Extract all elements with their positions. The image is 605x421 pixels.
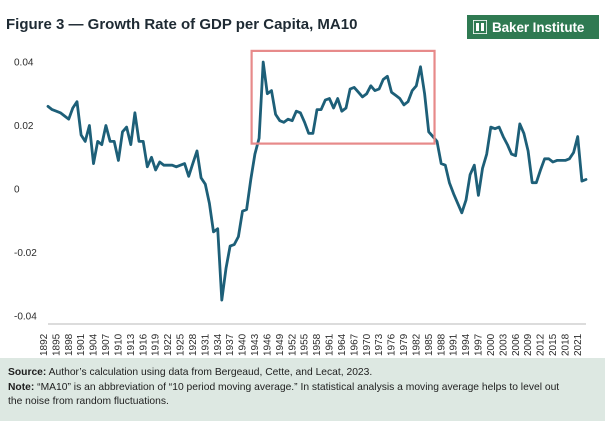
source-line: Source: Author’s calculation using data …	[8, 366, 597, 381]
x-tick-label: 1931	[200, 333, 211, 356]
x-tick-label: 1940	[238, 333, 249, 356]
x-tick-label: 1943	[250, 333, 261, 356]
x-tick-label: 2003	[498, 333, 509, 356]
x-tick-label: 1985	[424, 333, 435, 356]
y-tick-label: 0	[14, 185, 20, 196]
x-tick-label: 1916	[138, 333, 149, 356]
x-tick-label: 1913	[126, 333, 137, 356]
x-tick-label: 1961	[325, 333, 336, 356]
line-chart: 0.04 0.02 0 -0.02 -0.04 1892 1895 1898 1901 1904…	[14, 49, 588, 356]
x-tick-label: 1970	[362, 333, 373, 356]
source-text: Author’s calculation using data from Ber…	[46, 367, 373, 378]
x-tick-label: 1895	[51, 333, 62, 356]
chart-title: Figure 3 — Growth Rate of GDP per Capita…	[6, 16, 358, 33]
x-tick-label: 1919	[151, 333, 162, 356]
x-tick-label: 1910	[113, 333, 124, 356]
y-axis: 0.04 0.02 0 -0.02 -0.04	[14, 58, 37, 323]
x-tick-label: 2012	[536, 333, 547, 356]
note-text-line-2: the noise from random fluctuations.	[8, 396, 169, 407]
x-tick-label: 2018	[560, 333, 571, 356]
x-tick-label: 1958	[312, 333, 323, 356]
logo-text: Baker Institute	[492, 19, 585, 35]
x-tick-label: 1934	[213, 333, 224, 356]
y-tick-label: -0.04	[14, 312, 37, 323]
x-tick-label: 1964	[337, 333, 348, 356]
x-tick-label: 1997	[474, 333, 485, 356]
x-tick-label: 1967	[349, 333, 360, 356]
x-tick-label: 1892	[39, 333, 50, 356]
y-tick-label: 0.04	[14, 58, 34, 69]
x-tick-label: 2021	[573, 333, 584, 356]
x-tick-label: 1994	[461, 333, 472, 356]
highlight-box	[250, 49, 436, 145]
x-tick-label: 1991	[449, 333, 460, 356]
y-tick-label: -0.02	[14, 248, 37, 259]
x-tick-label: 1898	[64, 333, 75, 356]
x-tick-label: 2015	[548, 333, 559, 356]
note-text-line-1: “MA10” is an abbreviation of “10 period …	[34, 381, 560, 393]
baker-institute-logo: Baker Institute	[467, 15, 599, 39]
x-tick-label: 1946	[262, 333, 273, 356]
x-tick-label: 1937	[225, 333, 236, 356]
x-tick-label: 1949	[275, 333, 286, 356]
x-tick-label: 1955	[300, 333, 311, 356]
x-tick-label: 1952	[287, 333, 298, 356]
note-line: Note: “MA10” is an abbreviation of “10 p…	[8, 381, 597, 396]
note-label: Note:	[8, 381, 35, 393]
x-tick-label: 1973	[374, 333, 385, 356]
x-tick-label: 1928	[188, 333, 199, 356]
x-tick-label: 2009	[523, 333, 534, 356]
plot-area	[46, 49, 588, 302]
source-note-box: Source: Author’s calculation using data …	[0, 358, 605, 421]
x-tick-label: 2006	[511, 333, 522, 356]
chart-area: 0.04 0.02 0 -0.02 -0.04 1892 1895 1898 1901 1904…	[0, 40, 605, 358]
x-axis: 1892 1895 1898 1901 1904 1907 1910 1913 1916 1919…	[39, 323, 586, 356]
x-tick-label: 2000	[486, 333, 497, 356]
x-tick-label: 1976	[387, 333, 398, 356]
x-tick-label: 1922	[163, 333, 174, 356]
x-tick-label: 1901	[76, 333, 87, 356]
x-tick-label: 1925	[176, 333, 187, 356]
baker-institute-logo-mark-icon	[473, 20, 487, 34]
x-tick-label: 1988	[436, 333, 447, 356]
series-line	[46, 60, 588, 302]
x-tick-label: 1979	[399, 333, 410, 356]
y-tick-label: 0.02	[14, 121, 34, 132]
source-label: Source:	[8, 367, 47, 378]
x-tick-label: 1982	[411, 333, 422, 356]
x-tick-label: 1904	[89, 333, 100, 356]
x-tick-label: 1907	[101, 333, 112, 356]
